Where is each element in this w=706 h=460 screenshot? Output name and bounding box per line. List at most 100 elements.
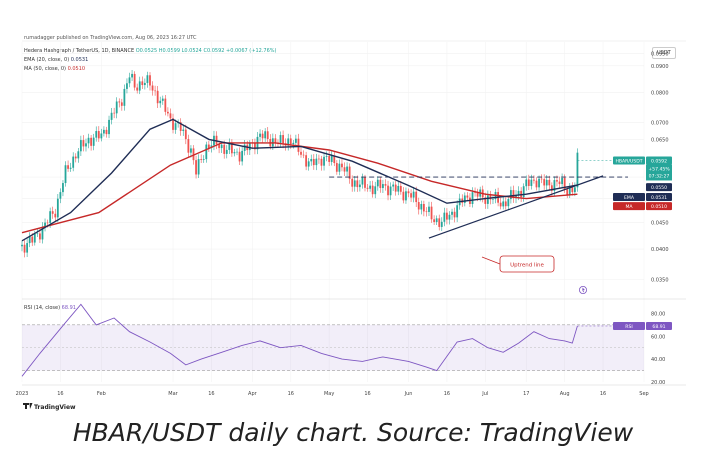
- candle-body: [182, 129, 185, 131]
- ema-legend: EMA (20, close, 0) 0.0531: [24, 57, 88, 63]
- candle-body: [561, 178, 563, 185]
- publish-line: rumadagger published on TradingView.com,…: [24, 35, 197, 41]
- candle-body: [545, 179, 548, 186]
- price-tick-label: 0.0800: [651, 90, 669, 96]
- candle-body: [451, 211, 453, 215]
- candle-body: [417, 202, 420, 210]
- rsi-band: [22, 324, 644, 371]
- candle-body: [33, 234, 36, 243]
- level-badge-value: 0.0550: [651, 185, 667, 191]
- candle-body: [161, 98, 164, 101]
- time-tick-label: Mar: [168, 391, 178, 397]
- candle-body: [553, 180, 556, 191]
- candle-body: [330, 155, 333, 162]
- candle-body: [90, 137, 93, 146]
- candle-body: [425, 211, 428, 213]
- ma-badge-tag: MA: [625, 204, 633, 210]
- candle-body: [131, 73, 133, 78]
- price-badge-value-bg: [646, 156, 672, 165]
- candle-body: [79, 140, 82, 152]
- candle-body: [156, 90, 159, 104]
- rsi-legend: RSI (14, close) 68.91: [24, 305, 76, 311]
- candle-body: [51, 211, 54, 214]
- candle-body: [149, 75, 151, 86]
- line-layer: [21, 118, 644, 377]
- candle-body: [471, 192, 474, 204]
- candle-body: [141, 81, 144, 86]
- candle-body: [74, 156, 77, 159]
- rsi-tick-label: 40.00: [651, 357, 665, 363]
- candle-body: [41, 226, 44, 240]
- price-tick-label: 0.0700: [651, 121, 669, 127]
- price-badge-change: +57.45%: [648, 166, 670, 172]
- candle-body: [190, 148, 192, 153]
- candle-body: [571, 187, 574, 193]
- candle-body: [550, 185, 553, 191]
- candle-body: [105, 129, 108, 135]
- candle-body: [420, 203, 423, 210]
- candle-body: [236, 151, 238, 153]
- candle-body: [358, 184, 361, 188]
- candle-body: [77, 151, 80, 159]
- candle-body: [136, 87, 139, 91]
- candle-body: [376, 179, 379, 187]
- level-badge: 0.0550: [646, 183, 672, 192]
- time-tick-label: Jun: [404, 391, 413, 397]
- time-tick-label: 16: [288, 391, 294, 397]
- candle-body: [366, 187, 369, 189]
- ema-badge-value: 0.0531: [651, 195, 667, 201]
- ema20-line: [21, 118, 578, 242]
- tradingview-logo-text: TradingView: [34, 404, 76, 411]
- candle-body: [335, 163, 338, 172]
- candle-body: [566, 189, 569, 196]
- candle-body: [474, 192, 476, 193]
- candle-body: [456, 205, 459, 218]
- candle-body: [558, 181, 561, 185]
- currency-badge[interactable]: USDT: [652, 47, 676, 59]
- candle-body: [279, 135, 282, 143]
- candle-body: [410, 193, 412, 198]
- ma-badge-value-bg: [646, 202, 672, 211]
- ma-legend-value: 0.0510: [67, 66, 86, 72]
- candle-body: [325, 156, 328, 157]
- ema-badge-tag-bg: [613, 193, 645, 202]
- candle-body: [399, 185, 402, 192]
- candle-body: [315, 158, 318, 166]
- rsi-tick-label: 80.00: [651, 311, 665, 317]
- price-badge: HBAR/USDT 0.0592: [613, 156, 672, 165]
- price-tick-label: 0.0400: [651, 247, 669, 253]
- rsi-badge-tag: RSI: [625, 324, 632, 330]
- candle-body: [384, 184, 387, 186]
- alert-icon[interactable]: [579, 285, 588, 294]
- candle-body: [463, 195, 466, 203]
- candle-body: [138, 81, 141, 91]
- candle-body: [328, 156, 331, 162]
- tradingview-logo[interactable]: TradingView: [23, 403, 76, 411]
- candle-body: [392, 184, 395, 187]
- candle-body: [310, 158, 313, 162]
- candle-body: [453, 211, 456, 218]
- uptrend-line: [428, 175, 604, 239]
- candle-body: [507, 199, 510, 207]
- symbol-ohlc: O0.0525 H0.0599 L0.0524 C0.0592 +0.0067 …: [135, 48, 277, 54]
- candle-body: [415, 191, 418, 203]
- candle-body: [59, 192, 62, 199]
- candle-body: [430, 206, 433, 220]
- candle-body: [202, 159, 205, 160]
- candle-body: [207, 144, 210, 149]
- candle-body: [146, 75, 149, 83]
- candle-body: [100, 133, 103, 139]
- candle-body: [72, 156, 75, 168]
- candle-body: [364, 177, 366, 188]
- candle-body: [179, 122, 182, 131]
- candle-body: [502, 201, 505, 207]
- candle-body: [576, 152, 579, 188]
- candle-body: [261, 133, 264, 139]
- uptrend-annotation: Uptrend line: [481, 255, 555, 273]
- ma-badge: MA 0.0510: [613, 202, 672, 211]
- price-chart[interactable]: 0.0950 0.0900 0.0800 0.0700 0.0650 0.0550 0.05…: [14, 28, 690, 414]
- time-tick-label: 16: [444, 391, 450, 397]
- candle-body: [62, 183, 64, 193]
- ema-badge-value-bg: [646, 193, 672, 202]
- candle-body: [540, 178, 543, 180]
